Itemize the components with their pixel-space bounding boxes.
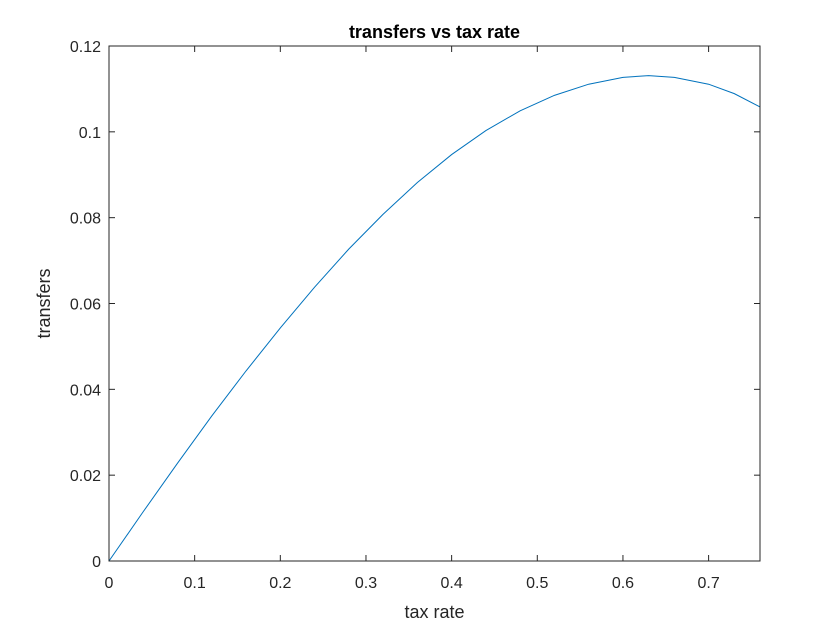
x-tick-label: 0.2 (269, 575, 291, 592)
y-tick-label: 0.1 (79, 125, 101, 142)
x-tick-label: 0.7 (697, 575, 719, 592)
plot-area (109, 46, 760, 561)
y-tick-label: 0.06 (70, 297, 101, 314)
x-tick-label: 0.6 (612, 575, 634, 592)
y-tick-label: 0.04 (70, 382, 101, 399)
series-line-1 (108, 75, 761, 562)
x-tick-label: 0.3 (355, 575, 377, 592)
chart-title: transfers vs tax rate (349, 22, 520, 42)
y-tick-label: 0.02 (70, 468, 101, 485)
y-tick-label: 0.12 (70, 39, 101, 56)
x-tick-label: 0.5 (526, 575, 548, 592)
x-tick-label: 0.1 (184, 575, 206, 592)
x-tick-label: 0.4 (441, 575, 463, 592)
x-axis-label: tax rate (404, 602, 464, 622)
y-axis-label: transfers (34, 268, 54, 338)
ticks-layer: 0 0.1 0.2 0.3 0.4 0.5 0.6 0.7 0 0.02 0.04 0.06 0.08 0… (70, 39, 760, 592)
y-tick-label: 0.08 (70, 211, 101, 228)
y-tick-label: 0 (92, 554, 101, 571)
x-tick-label: 0 (105, 575, 114, 592)
